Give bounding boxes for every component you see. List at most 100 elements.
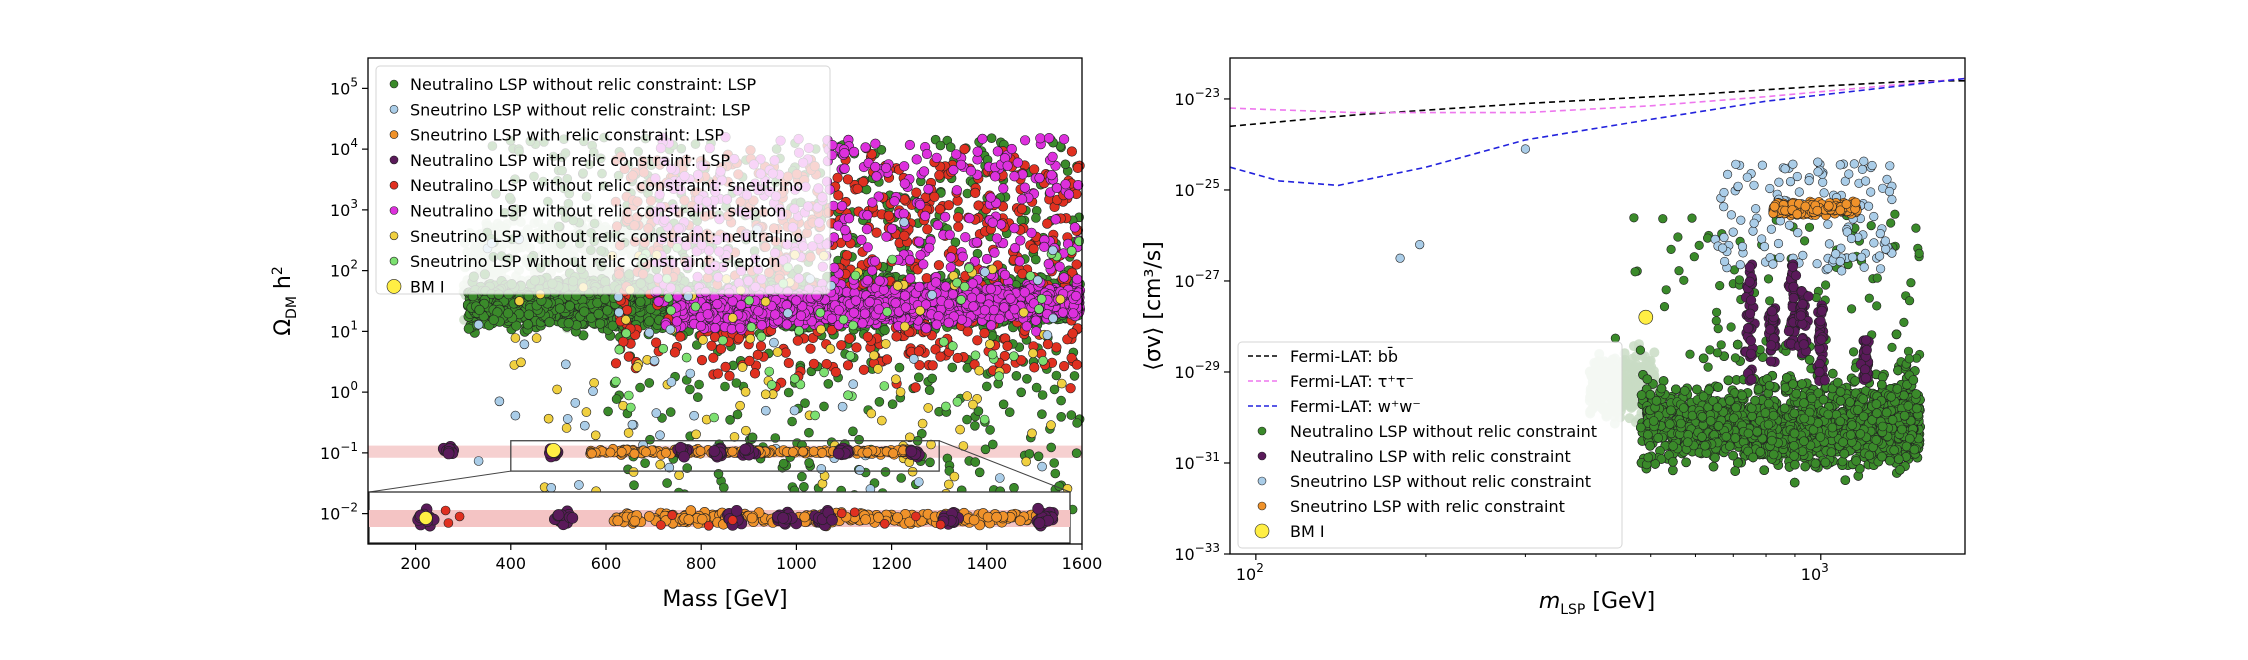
neutralino-point — [665, 407, 676, 417]
neutralino-point — [1009, 482, 1019, 493]
neutralino-point — [783, 387, 794, 398]
neutralino-point — [804, 457, 814, 468]
neutralino-point — [488, 314, 499, 325]
neutralino-point — [1033, 451, 1044, 462]
neutralino-point — [732, 409, 743, 420]
neutralino-point — [962, 414, 972, 425]
sneutrino-point — [1071, 359, 1082, 370]
neutralino-point — [924, 385, 935, 396]
sneutrino-point — [715, 343, 727, 355]
sneutrino-point — [852, 183, 863, 194]
neutralino-point — [819, 401, 829, 412]
neutralino-point — [1031, 213, 1041, 223]
neutralino-point — [640, 458, 650, 469]
sneutrino-point — [1067, 328, 1078, 339]
sneutrino-point — [844, 333, 855, 344]
neutralino-point — [564, 300, 575, 312]
neutralino-point — [1037, 409, 1047, 420]
neutralino-point — [611, 394, 622, 404]
sneutrino-point — [610, 358, 622, 369]
sneutrino-point — [952, 212, 964, 223]
sneutrino-point — [755, 341, 767, 352]
neutralino-point — [985, 425, 995, 435]
sneutrino-point — [1066, 146, 1077, 157]
sneutrino-point — [706, 340, 717, 351]
sneutrino-point — [842, 174, 854, 185]
sneutrino-point — [752, 349, 763, 361]
neutralino-point — [1056, 395, 1066, 406]
neutralino-point — [1069, 371, 1080, 381]
neutralino-point — [823, 378, 834, 389]
sneutrino-point — [724, 370, 735, 382]
sneutrino-point — [805, 343, 816, 354]
neutralino-point — [797, 471, 807, 482]
neutralino-point — [644, 378, 655, 388]
sneutrino-point — [935, 351, 946, 362]
sneutrino-point — [621, 305, 633, 316]
sneutrino-point — [708, 352, 719, 363]
neutralino-point — [879, 325, 890, 336]
neutralino-point — [603, 406, 613, 417]
neutralino-point — [987, 439, 998, 450]
neutralino-point — [1016, 387, 1027, 398]
neutralino-point — [887, 399, 898, 410]
sneutrino-point — [1071, 259, 1082, 270]
sneutrino-point — [952, 352, 963, 364]
neutralino-point — [1031, 382, 1042, 393]
neutralino-point — [970, 457, 981, 467]
sneutrino-point — [910, 382, 921, 393]
neutralino-point — [1049, 458, 1059, 468]
neutralino-point — [1071, 448, 1082, 459]
sneutrino-point — [712, 368, 724, 379]
sneutrino-point — [720, 361, 731, 373]
sneutrino-point — [1029, 362, 1040, 373]
neutralino-point — [1049, 384, 1060, 395]
neutralino-point — [1060, 159, 1071, 170]
neutralino-point — [804, 427, 814, 438]
sneutrino-point — [959, 144, 970, 155]
neutralino-point — [880, 467, 891, 477]
sneutrino-point — [1002, 340, 1013, 352]
neutralino-point — [1056, 411, 1066, 422]
neutralino-point — [629, 480, 639, 491]
sneutrino-point — [669, 347, 681, 358]
sneutrino-point — [842, 360, 854, 371]
sneutrino-point — [833, 190, 844, 201]
sneutrino-point — [792, 335, 803, 346]
neutralino-point — [874, 396, 885, 407]
neutralino-point — [635, 382, 645, 393]
neutralino-point — [925, 457, 935, 468]
neutralino-point — [1037, 390, 1048, 400]
sneutrino-point — [749, 368, 761, 379]
sneutrino-point — [883, 210, 894, 221]
sneutrino-point — [821, 359, 832, 370]
neutralino-point — [593, 308, 604, 320]
neutralino-point — [799, 481, 809, 492]
neutralino-point — [599, 293, 611, 305]
sneutrino-point — [780, 347, 791, 358]
sneutrino-point — [899, 230, 910, 241]
neutralino-point — [896, 473, 907, 483]
sneutrino-point — [973, 200, 984, 211]
sneutrino-point — [783, 357, 794, 369]
neutralino-point — [718, 482, 729, 493]
neutralino-point — [594, 318, 606, 329]
sneutrino-point — [934, 170, 945, 181]
neutralino-point — [778, 458, 789, 469]
neutralino-point — [848, 426, 858, 437]
neutralino-point — [662, 478, 672, 488]
neutralino-point — [1004, 407, 1015, 418]
neutralino-point — [635, 296, 646, 307]
neutralino-point — [694, 379, 704, 390]
sneutrino-point — [979, 328, 990, 339]
sneutrino-point — [858, 364, 870, 375]
neutralino-point — [800, 398, 810, 409]
neutralino-point — [974, 467, 985, 478]
sneutrino-point — [1016, 203, 1028, 214]
neutralino-point — [1072, 418, 1082, 428]
neutralino-point — [998, 399, 1009, 410]
left-plot: 200 400 600 800 1000 1200 1400 1600 10−210−1100… — [270, 57, 1102, 612]
sneutrino-point — [953, 221, 964, 232]
neutralino-point — [522, 319, 534, 330]
neutralino-point — [602, 305, 613, 316]
